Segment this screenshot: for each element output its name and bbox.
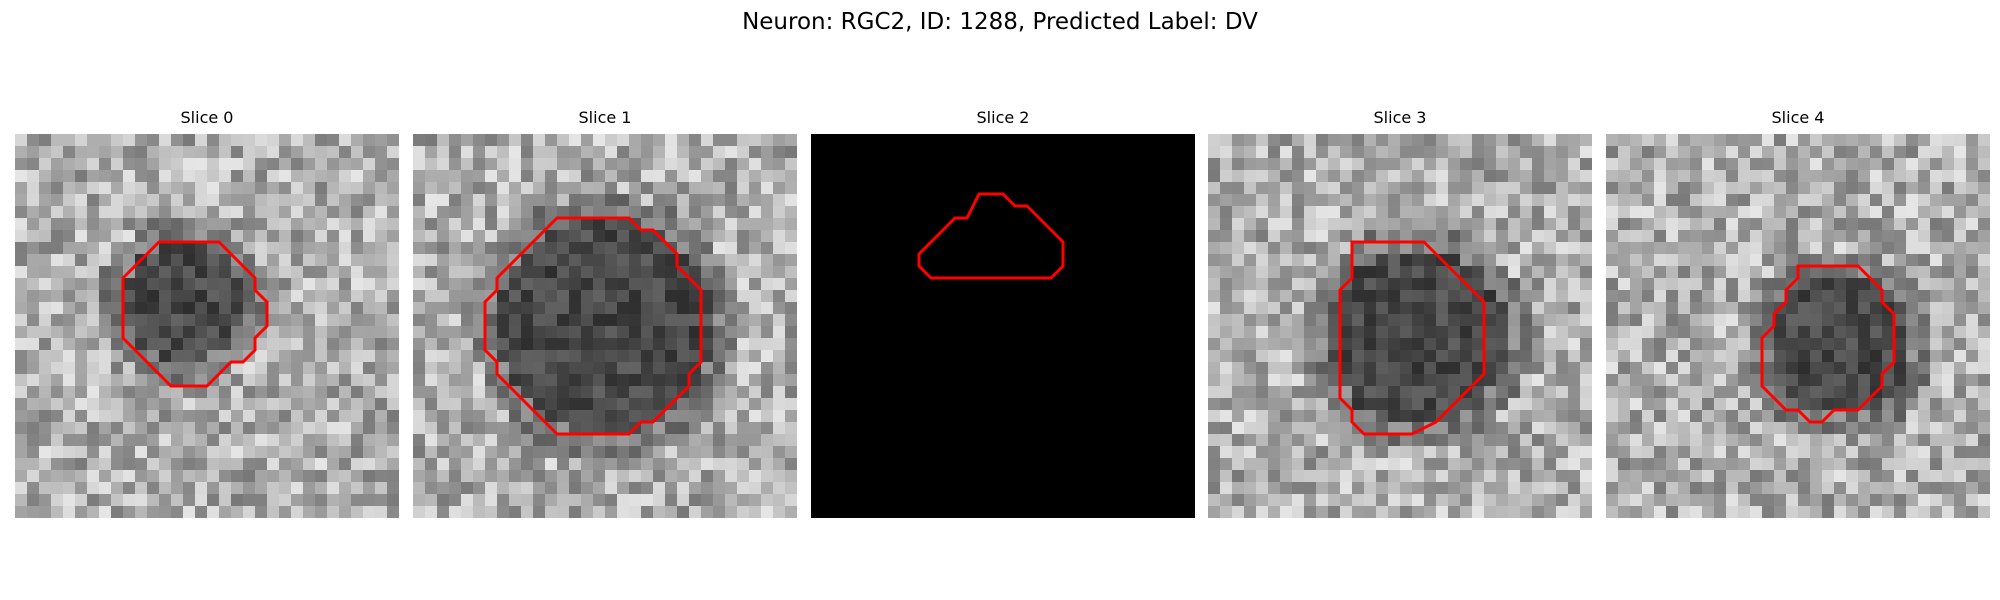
slice-title: Slice 3 [1373, 108, 1427, 127]
slice-panel-1: Slice 1 [413, 108, 797, 518]
neuron-contour [1208, 134, 1592, 518]
slice-title: Slice 2 [976, 108, 1030, 127]
slice-title: Slice 1 [578, 108, 632, 127]
slice-image [1606, 134, 1990, 518]
slice-image [811, 134, 1195, 518]
slice-panel-2: Slice 2 [811, 108, 1195, 518]
slice-panel-0: Slice 0 [15, 108, 399, 518]
neuron-contour [15, 134, 399, 518]
slice-title: Slice 0 [180, 108, 234, 127]
neuron-contour [811, 134, 1195, 518]
neuron-contour [1606, 134, 1990, 518]
slice-image [15, 134, 399, 518]
slice-title: Slice 4 [1771, 108, 1825, 127]
slice-image [1208, 134, 1592, 518]
figure-title: Neuron: RGC2, ID: 1288, Predicted Label:… [742, 9, 1258, 35]
neuron-contour [413, 134, 797, 518]
slice-image [413, 134, 797, 518]
slice-panel-4: Slice 4 [1606, 108, 1990, 518]
slice-panel-3: Slice 3 [1208, 108, 1592, 518]
